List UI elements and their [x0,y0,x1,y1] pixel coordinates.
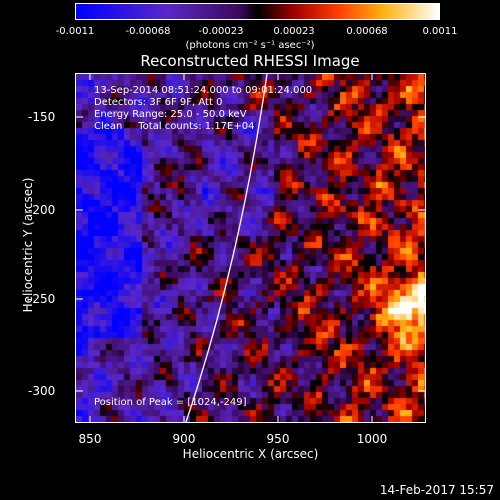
x-tick-label: 850 [78,432,102,446]
info-time-range: 13-Sep-2014 08:51:24.000 to 09:01:24.000 [94,85,313,96]
y-tick-label: -300 [28,384,56,398]
peak-position: Position of Peak = [1024,-249] [94,397,247,408]
colorbar [75,3,440,20]
info-detectors: Detectors: 3F 6F 9F, Att 0 [94,97,223,108]
colorbar-tick-label: 0.0011 [422,26,458,37]
x-axis-label: Heliocentric X (arcsec) [182,447,319,461]
colorbar-tick-label: -0.0011 [55,26,95,37]
limb-overlay [185,74,268,422]
rhessi-image [76,74,425,422]
x-tick-label: 1000 [356,432,388,446]
colorbar-tick-label: -0.00068 [125,26,171,37]
image-title: Reconstructed RHESSI Image [140,52,360,70]
x-tick-label: 900 [172,432,196,446]
colorbar-tick-label: 0.00023 [273,26,315,37]
y-tick-label: -250 [28,292,56,306]
x-tick-label: 950 [266,432,290,446]
info-energy-range: Energy Range: 25.0 - 50.0 keV [94,109,247,120]
image-plot: 13-Sep-2014 08:51:24.000 to 09:01:24.000… [75,73,426,423]
info-clean-counts: Clean Total counts: 1.17E+04 [94,121,255,132]
y-axis-label: Heliocentric Y (arcsec) [21,177,35,313]
colorbar-tick-label: 0.00068 [346,26,388,37]
solar-limb-line [185,74,268,422]
colorbar-tick-label: -0.00023 [198,26,244,37]
colorbar-units: (photons cm⁻² s⁻¹ asec⁻²) [185,40,315,51]
y-tick-label: -200 [28,203,56,217]
y-tick-label: -150 [28,110,56,124]
plot-timestamp: 14-Feb-2017 15:57 [379,483,494,497]
